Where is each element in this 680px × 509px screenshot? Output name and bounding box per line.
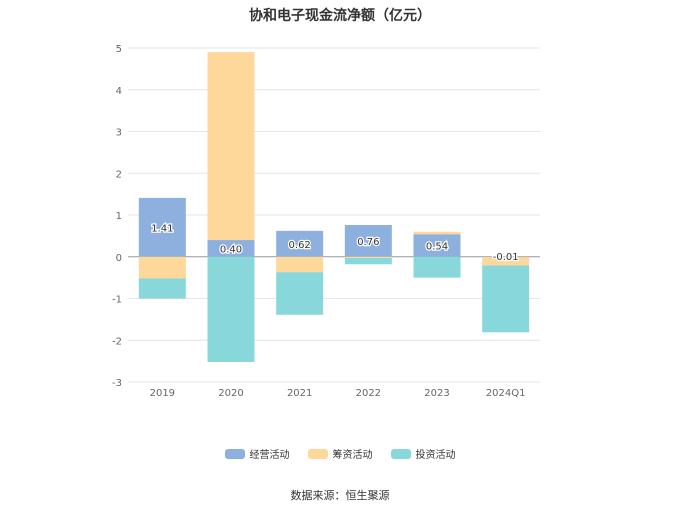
legend-label-operating: 经营活动 xyxy=(249,450,290,461)
legend-item-financing[interactable]: 筹资活动 xyxy=(307,446,373,461)
x-tick-label: 2020 xyxy=(218,388,243,399)
data-label-2023: 0.54 xyxy=(426,241,448,252)
bar-operating-2021 xyxy=(276,230,324,257)
legend-swatch-operating xyxy=(224,448,245,459)
bar-investing-2022 xyxy=(344,258,392,265)
bar-investing-2023 xyxy=(413,256,461,278)
bar-operating-2019 xyxy=(138,197,186,257)
y-tick-label: 2 xyxy=(116,169,122,180)
legend-item-operating[interactable]: 经营活动 xyxy=(224,446,290,461)
bar-operating-2020 xyxy=(207,240,255,257)
data-label-2024Q1: -0.01 xyxy=(493,252,519,263)
y-tick-label: 3 xyxy=(116,128,122,139)
y-tick-label: -3 xyxy=(112,378,122,389)
bar-financing-2022 xyxy=(344,256,392,259)
stacked-bar-chart: 5 4 3 2 1 0 -1 -2 -3 1.41 0.40 0.62 0.76 0.54 -0.01 201… xyxy=(112,44,540,399)
legend-label-financing: 筹资活动 xyxy=(332,450,373,461)
bar-operating-2023 xyxy=(413,234,461,257)
y-tick-label: -2 xyxy=(112,336,122,347)
bar-financing-2023 xyxy=(413,231,461,235)
x-tick-label: 2019 xyxy=(150,388,175,399)
y-tick-label: 4 xyxy=(116,86,122,97)
source-note: 数据来源：恒生聚源 xyxy=(290,489,390,502)
bar-financing-2019 xyxy=(138,256,186,279)
legend-swatch-investing xyxy=(390,448,411,459)
y-tick-label: -1 xyxy=(112,295,122,306)
x-tick-label: 2023 xyxy=(424,388,449,399)
data-label-2022: 0.76 xyxy=(357,237,379,248)
legend-label-investing: 投资活动 xyxy=(415,450,456,461)
x-tick-label: 2024Q1 xyxy=(486,388,526,399)
bar-investing-2021 xyxy=(276,272,324,315)
data-label-2021: 0.62 xyxy=(289,240,311,251)
x-tick-label: 2021 xyxy=(287,388,312,399)
legend-item-investing[interactable]: 投资活动 xyxy=(390,446,456,461)
bar-operating-2022 xyxy=(344,225,392,257)
y-tick-label: 0 xyxy=(116,253,122,264)
x-tick-label: 2022 xyxy=(356,388,381,399)
y-tick-label: 1 xyxy=(116,211,122,222)
bar-financing-2020 xyxy=(207,52,255,241)
data-label-2019: 1.41 xyxy=(151,223,173,234)
bar-financing-2021 xyxy=(276,256,324,273)
chart-title: 协和电子现金流净额（亿元） xyxy=(249,8,431,24)
y-tick-label: 5 xyxy=(116,44,122,55)
bar-operating-2024Q1 xyxy=(482,256,530,258)
bar-investing-2024Q1 xyxy=(482,265,530,333)
bar-investing-2020 xyxy=(207,256,255,362)
legend-swatch-financing xyxy=(307,448,328,459)
legend: 经营活动 筹资活动 投资活动 xyxy=(0,446,680,461)
bar-investing-2019 xyxy=(138,278,186,299)
bar-financing-2024Q1 xyxy=(482,257,530,266)
data-label-2020: 0.40 xyxy=(220,244,242,255)
